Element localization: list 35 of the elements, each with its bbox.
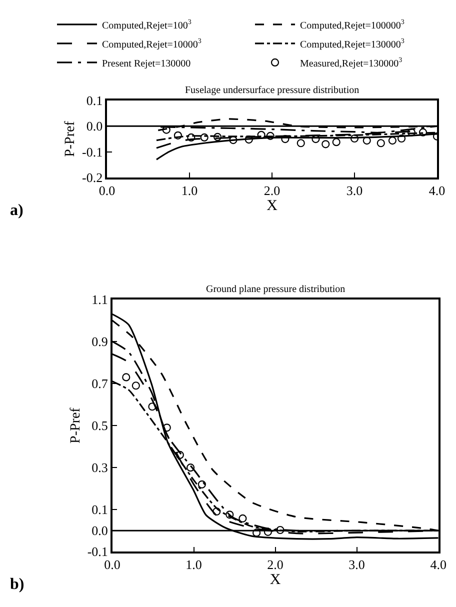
x-tick-label: 1.0 [181,182,198,198]
legend-label: Computed,Rejet=100$^{3}$ [102,18,192,32]
chart-title: Fuselage undersurface pressure distribution [185,85,360,96]
y-tick-label: -0.1 [82,144,103,160]
y-tick-label: 0.7 [92,376,108,392]
x-axis-title: X [270,572,281,588]
y-axis-title: P-Pref [63,120,78,157]
y-tick-label: 0.9 [92,334,108,350]
x-tick-label: 2.0 [264,182,280,198]
x-tick-label: 2.0 [267,556,284,572]
y-tick-label: -0.2 [82,170,103,186]
text: b) [10,576,24,593]
x-tick-label: 3.0 [348,556,365,572]
x-tick-label: 1.0 [186,556,202,572]
y-tick-label: 0.5 [92,418,108,434]
x-tick-label: 3.0 [346,182,363,198]
legend-label: Computed,Rejet=130000$^{3}$ [300,37,405,50]
y-tick-label: 0.3 [92,460,108,476]
y-tick-label: 0.0 [86,118,103,134]
chart-title: Ground plane pressure distribution [206,284,346,295]
y-axis-title: P-Pref [68,407,84,444]
y-tick-label: -0.1 [87,544,108,560]
y-tick-label: 0.0 [92,523,108,538]
y-tick-label: 1.1 [92,292,108,307]
y-tick-label: 0.1 [86,93,103,108]
legend-label: Computed,Rejet=100000$^{3}$ [300,18,405,32]
legend-label: Computed,Rejet=10000$^{3}$ [102,37,202,50]
x-axis-title: X [266,198,278,214]
y-tick-label: 0.1 [92,502,108,518]
x-tick-label: 4.0 [428,182,446,198]
x-tick-label: 4.0 [430,556,446,572]
legend-label: Measured,Rejet=130000$^{3}$ [300,56,403,70]
x-tick-label: 0.0 [104,556,120,572]
text: a) [10,202,24,219]
legend-label: Present Rejet=130000 [102,58,191,70]
